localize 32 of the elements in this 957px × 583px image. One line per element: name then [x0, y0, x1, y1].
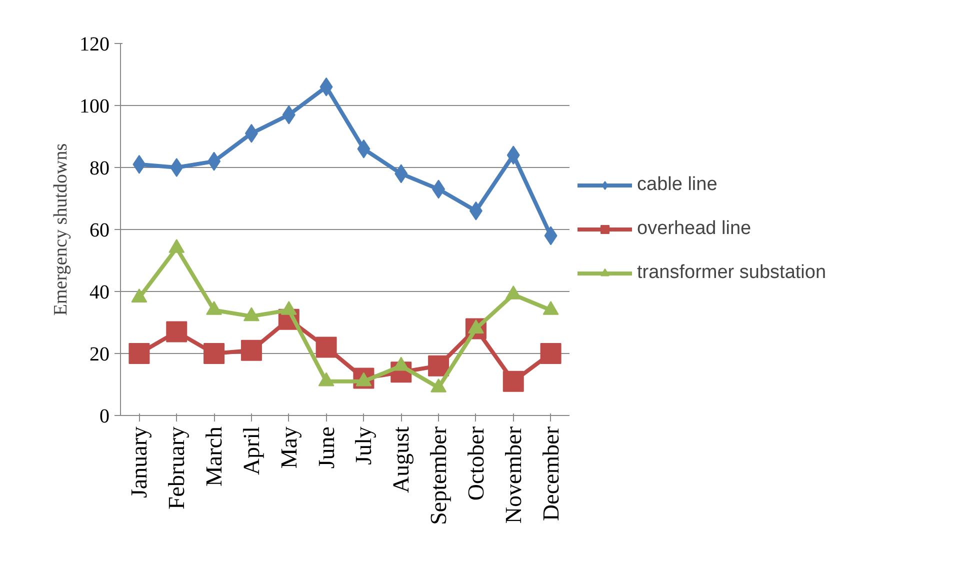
- legend-label: transformer substation: [637, 262, 826, 284]
- x-tick-label: November: [500, 426, 526, 524]
- point: [316, 336, 337, 358]
- point: [240, 340, 262, 361]
- y-tick-label: 120: [80, 34, 110, 56]
- x-tick-label: December: [538, 426, 564, 521]
- point: [170, 158, 184, 177]
- x-tick-label: August: [388, 426, 414, 493]
- y-tick-label: 40: [90, 282, 110, 304]
- legend-label: overhead line: [637, 218, 752, 240]
- point: [128, 343, 150, 364]
- point: [204, 343, 225, 364]
- y-tick-label: 60: [90, 220, 110, 242]
- x-tick-label: January: [126, 426, 152, 498]
- point: [428, 355, 450, 376]
- y-tick-label: 80: [90, 158, 110, 180]
- x-tick-label: October: [463, 426, 488, 501]
- x-tick-label: May: [276, 426, 302, 469]
- x-tick-label: September: [426, 426, 452, 525]
- x-tick-label: July: [351, 426, 376, 465]
- y-tick-label: 100: [80, 96, 110, 118]
- x-tick-label: February: [164, 426, 190, 510]
- x-tick-label: April: [238, 426, 264, 476]
- y-tick-label: 0: [100, 406, 110, 428]
- point: [502, 370, 524, 392]
- point: [540, 343, 562, 364]
- x-tick-label: June: [314, 426, 339, 469]
- legend-label: cable line: [637, 174, 718, 196]
- y-axis-title: Emergency shutdowns: [50, 143, 72, 316]
- y-tick-label: 20: [90, 344, 110, 366]
- x-tick-label: March: [202, 426, 227, 487]
- point: [166, 321, 188, 342]
